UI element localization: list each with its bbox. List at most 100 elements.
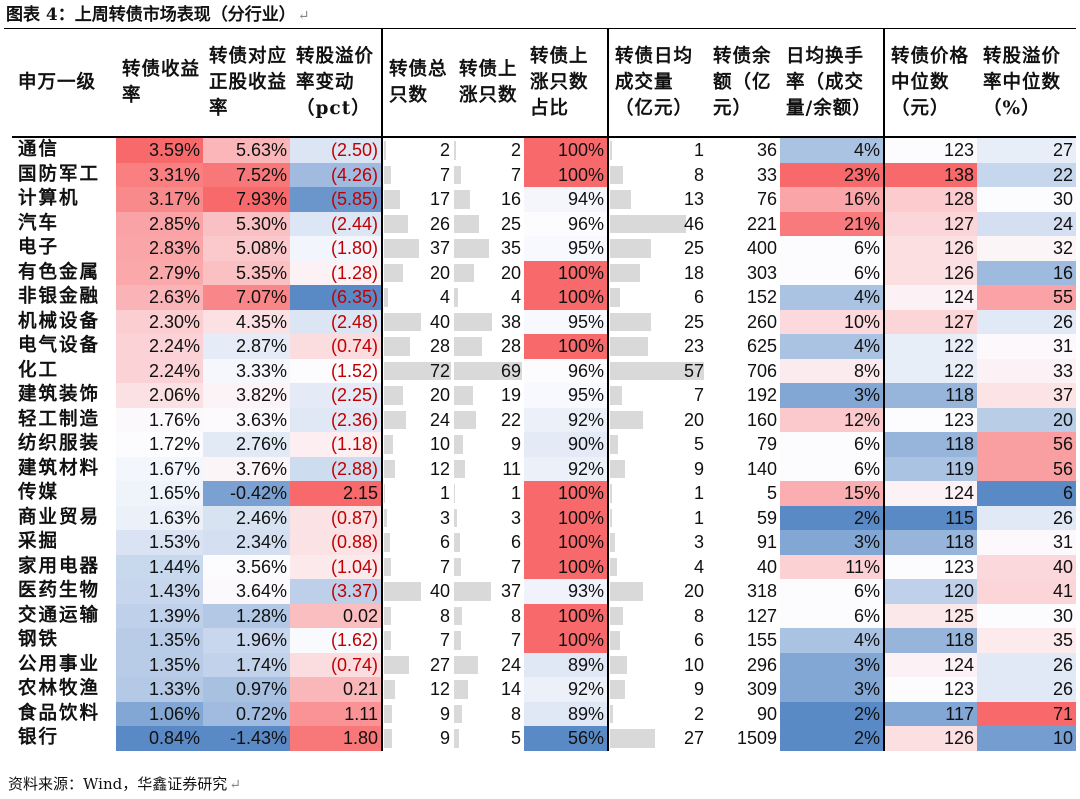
cell-value: 40 [429, 581, 450, 602]
cell-bond-ret: 1.72% [116, 432, 203, 457]
data-bar [384, 533, 390, 552]
cell-value: 6 [693, 630, 704, 651]
cell-value: 24 [500, 654, 521, 675]
cell-price: 118 [884, 432, 977, 457]
cell-stock-ret: 1.74% [203, 652, 290, 677]
cell-value: 6 [510, 532, 521, 553]
cell-up-pct: 95% [524, 309, 609, 334]
cell-bond-ret: 0.84% [116, 726, 203, 751]
cell-value: 6 [693, 287, 704, 308]
col-header-balance: 转债余额（亿元） [713, 45, 772, 119]
cell-name: 钢铁 [18, 629, 60, 651]
cell-up: 8 [453, 604, 524, 629]
col-header-daily-volume: 转债日均成交量（亿元） [615, 45, 694, 119]
cell-name: 建筑材料 [18, 457, 101, 479]
cell-bond-ret: 2.24% [116, 334, 203, 359]
cell-value: 27 [429, 654, 450, 675]
cell-up-pct: 100% [524, 554, 609, 579]
cell-name: 食品饮料 [18, 702, 101, 724]
cell-turn: 2% [780, 505, 885, 530]
cell-prem: 30 [977, 187, 1076, 212]
cell-up-pct: 100% [524, 530, 609, 555]
cell-value: 1 [510, 483, 521, 504]
cell-vol: 1 [608, 136, 707, 163]
data-bar [454, 606, 462, 625]
cell-up-pct: 100% [524, 162, 609, 187]
data-bar [384, 312, 422, 331]
cell-prem-chg: (0.74) [290, 334, 383, 359]
cell-total: 10 [382, 432, 453, 457]
data-bar [384, 190, 400, 209]
cell-total: 20 [382, 261, 453, 286]
cell-prem: 37 [977, 383, 1076, 408]
data-bar [610, 165, 624, 184]
cell-total: 7 [382, 628, 453, 653]
cell-value: 27 [683, 728, 704, 749]
cell-value: 17 [429, 189, 450, 210]
cell-vol: 4 [608, 555, 707, 580]
cell-vol: 6 [608, 285, 707, 310]
cell-total: 7 [382, 555, 453, 580]
cell-price: 123 [884, 407, 977, 432]
cell-value: 7 [439, 556, 450, 577]
cell-bond-ret: 3.31% [116, 162, 203, 187]
cell-bal: 400 [746, 238, 777, 259]
cell-value: 20 [429, 262, 450, 283]
cell-value: 22 [500, 409, 521, 430]
cell-total: 1 [382, 481, 453, 506]
cell-stock-ret: 3.33% [203, 358, 290, 383]
cell-value: 1 [693, 140, 704, 161]
cell-prem-chg: 2.15 [290, 481, 383, 506]
cell-bond-ret: 1.33% [116, 677, 203, 702]
cell-name: 家用电器 [18, 555, 101, 577]
data-bar [384, 239, 419, 258]
source-note: 资料来源：Wind，华鑫证券研究 ↵ [8, 775, 241, 793]
cell-turn: 4% [780, 285, 885, 310]
cell-value: 12 [429, 458, 450, 479]
cell-total: 24 [382, 408, 453, 433]
table-row: 纺织服装 1.72% 2.76% (1.18) 10 9 90% 5 79 6% 118 56 [12, 432, 1076, 457]
cell-prem-chg: 1.80 [290, 726, 383, 751]
data-bar [454, 141, 456, 160]
cell-stock-ret: 7.52% [203, 162, 290, 187]
cell-bond-ret: 1.06% [116, 701, 203, 726]
cell-stock-ret: 5.30% [203, 211, 290, 236]
cell-total: 40 [382, 579, 453, 604]
cell-bond-ret: 1.35% [116, 628, 203, 653]
cell-prem-chg: (1.04) [290, 554, 383, 579]
data-bar [610, 312, 652, 331]
cell-vol: 8 [608, 604, 707, 629]
cell-vol: 20 [608, 579, 707, 604]
cell-bond-ret: 1.39% [116, 603, 203, 628]
cell-up: 69 [453, 359, 524, 384]
cell-vol: 57 [608, 359, 707, 384]
cell-value: 7 [510, 556, 521, 577]
cell-prem: 33 [977, 358, 1076, 383]
cell-value: 8 [439, 605, 450, 626]
data-bar [384, 288, 388, 307]
data-bar [384, 631, 391, 650]
data-bar [610, 386, 622, 405]
cell-turn: 4% [780, 628, 885, 653]
cell-prem-chg: 1.11 [290, 701, 383, 726]
cell-turn: 4% [780, 334, 885, 359]
cell-total: 9 [382, 702, 453, 727]
data-bar [610, 459, 625, 478]
cell-value: 20 [683, 409, 704, 430]
cell-value: 8 [693, 164, 704, 185]
table-row: 汽车 2.85% 5.30% (2.44) 26 25 96% 46 221 21% 127 24 [12, 211, 1076, 236]
cell-value: 25 [683, 311, 704, 332]
cell-turn: 6% [780, 236, 885, 261]
cell-price: 123 [884, 136, 977, 163]
cell-vol: 6 [608, 628, 707, 653]
cell-vol: 23 [608, 334, 707, 359]
cell-name: 交通运输 [18, 604, 101, 626]
cell-name: 银行 [18, 727, 60, 749]
cell-prem: 55 [977, 285, 1076, 310]
cell-turn: 21% [780, 211, 885, 236]
table-row: 计算机 3.17% 7.93% (5.85) 17 16 94% 13 76 16% 128 30 [12, 187, 1076, 212]
cell-turn: 3% [780, 652, 885, 677]
cell-up-pct: 100% [524, 136, 609, 163]
data-bar [384, 386, 403, 405]
col-header-up-ratio: 转债上涨只数占比 [524, 29, 609, 137]
